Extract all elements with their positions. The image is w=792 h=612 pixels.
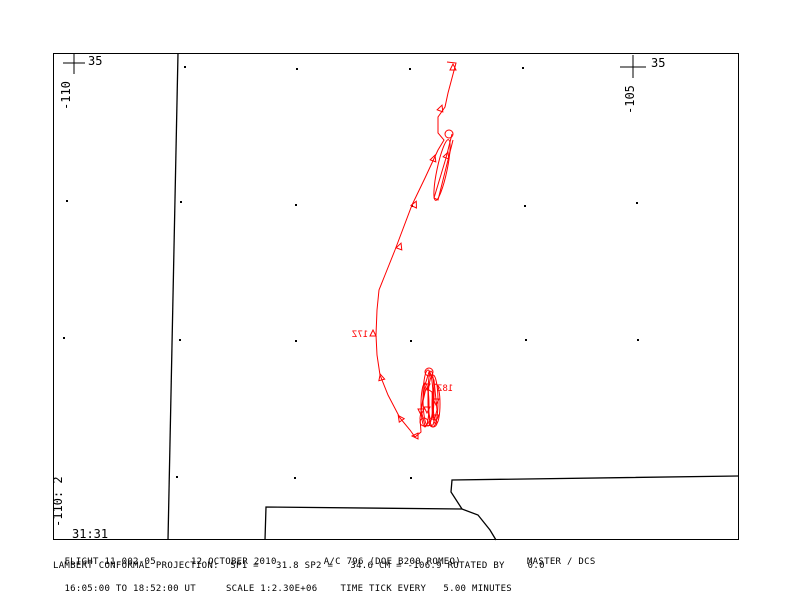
- map-scale: SCALE 1:2.30E+06: [225, 584, 318, 594]
- state-boundary-east: [450, 475, 739, 510]
- state-boundary-west: [167, 52, 179, 541]
- time-tick-arrow: [378, 373, 386, 382]
- footer-line-1: FLIGHT 11-002-05 12 OCTOBER 2010 A/C 796 (…: [53, 547, 596, 567]
- footer-line-2: LAMBERT CONFORMAL PROJECTION: SP1 = 31.8…: [53, 561, 545, 571]
- state-boundaries: [167, 52, 739, 541]
- time-tick-interval: TIME TICK EVERY 5.00 MINUTES: [340, 584, 513, 594]
- graticule-dot: [184, 66, 186, 68]
- graticule-dot: [410, 477, 412, 479]
- top-right-crosshair: [620, 55, 646, 78]
- mexico-border: [264, 506, 497, 541]
- time-tick-arrow: [410, 200, 417, 209]
- time-label-18z: 18Z: [437, 384, 454, 394]
- time-tick-arrow: [436, 104, 444, 113]
- graticule-dot: [294, 477, 296, 479]
- map-frame: [53, 53, 739, 540]
- track-inbound: [375, 61, 457, 438]
- time-tick-arrow: [442, 151, 450, 160]
- graticule-dot: [522, 67, 524, 69]
- time-tick-arrow: [423, 383, 431, 392]
- footer-line-3: 16:05:00 TO 18:52:00 UT SCALE 1:2.30E+06 T…: [53, 574, 512, 594]
- flight-date: 12 OCTOBER 2010: [190, 557, 277, 567]
- top-right-lon-label: -105: [623, 85, 637, 114]
- time-tick-arrow: [369, 328, 377, 337]
- graticule-dot: [176, 476, 178, 478]
- graticule-dot: [180, 201, 182, 203]
- graticule-dot: [637, 339, 639, 341]
- top-right-lat-label: 35: [651, 56, 666, 70]
- graticule-dot: [636, 202, 638, 204]
- graticule-dot: [296, 68, 298, 70]
- graticule-dot: [66, 200, 68, 202]
- track-loop-north-b: [444, 129, 454, 139]
- top-left-lon-label: -110: [59, 81, 73, 110]
- graticule-dot: [295, 340, 297, 342]
- time-range: 16:05:00 TO 18:52:00 UT: [64, 584, 196, 594]
- graticule-dot: [410, 340, 412, 342]
- time-tick-arrow: [432, 414, 440, 423]
- graticule-dot: [525, 339, 527, 341]
- time-tick-arrow: [429, 154, 437, 163]
- flight-track: [375, 61, 457, 438]
- time-tick-arrow: [449, 62, 457, 71]
- top-left-crosshair: [63, 53, 85, 74]
- time-tick-arrow: [410, 432, 419, 440]
- graticule-dot: [295, 204, 297, 206]
- bottom-left-lat-label: 31:31: [72, 527, 109, 541]
- track-loop-north-a: [433, 139, 451, 201]
- top-left-lat-label: 35: [88, 54, 103, 68]
- graticule-dots: [63, 66, 639, 479]
- aircraft-info: A/C 796 (DOE B200 ROMEO): [323, 557, 461, 567]
- time-tick-markers: [369, 62, 457, 440]
- graticule-dot: [179, 339, 181, 341]
- flight-id: FLIGHT 11-002-05: [64, 557, 156, 567]
- graticule-dot: [409, 68, 411, 70]
- data-source: MASTER / DCS: [526, 557, 596, 567]
- bottom-left-lon-label: -110: 2: [51, 476, 65, 527]
- time-tick-arrow: [395, 242, 403, 251]
- time-tick-arrow: [423, 406, 431, 415]
- graticule-dot: [63, 337, 65, 339]
- time-tick-arrow: [432, 398, 440, 407]
- time-tick-arrow: [417, 408, 425, 417]
- graticule-dot: [524, 205, 526, 207]
- time-tick-arrow: [397, 414, 406, 424]
- time-label-17z: 17Z: [352, 330, 369, 340]
